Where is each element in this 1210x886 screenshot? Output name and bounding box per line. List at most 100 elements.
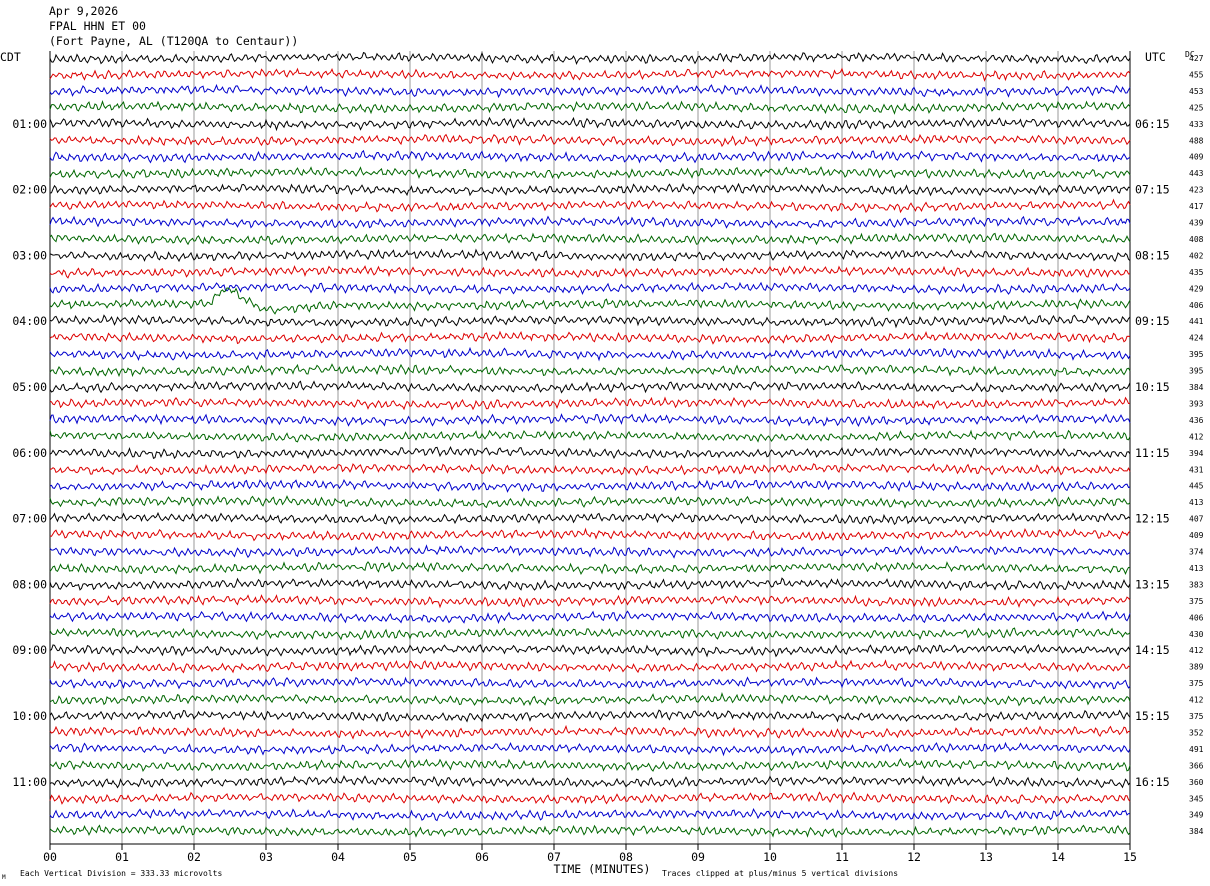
dc-offset-label: 408 — [1189, 235, 1204, 244]
x-tick-label: 15 — [1123, 850, 1137, 864]
dc-offset-label: 433 — [1189, 120, 1204, 129]
dc-offset-label: 431 — [1189, 465, 1204, 474]
right-hour-label: 14:15 — [1135, 643, 1170, 657]
dc-offset-label: 375 — [1189, 597, 1204, 606]
dc-offset-label: 395 — [1189, 367, 1204, 376]
trace-line — [49, 330, 1131, 345]
trace-line — [49, 182, 1131, 197]
dc-offset-label: 345 — [1189, 794, 1204, 803]
trace-line — [49, 396, 1131, 411]
dc-offset-label: 407 — [1189, 515, 1204, 524]
dc-offset-label: 425 — [1189, 103, 1204, 112]
clip-note: Traces clipped at plus/minus 5 vertical … — [662, 869, 898, 878]
trace-line — [49, 676, 1131, 690]
dc-offset-label: 409 — [1189, 153, 1204, 162]
trace-line — [49, 741, 1131, 757]
trace-line — [49, 314, 1131, 329]
x-tick-label: 00 — [43, 850, 57, 864]
right-hour-label: 07:15 — [1135, 183, 1170, 197]
trace-line — [49, 198, 1131, 214]
trace-line — [49, 775, 1131, 789]
left-timezone-label: CDT — [0, 50, 21, 64]
dc-offset-label: 413 — [1189, 564, 1204, 573]
trace-line — [49, 709, 1131, 723]
right-hour-label: 12:15 — [1135, 512, 1170, 526]
dc-offset-label: 453 — [1189, 87, 1204, 96]
left-hour-label: 04:00 — [12, 314, 47, 328]
right-hour-label: 11:15 — [1135, 446, 1170, 460]
trace-line — [49, 116, 1131, 132]
dc-offset-label: 406 — [1189, 613, 1204, 622]
x-tick-label: 09 — [691, 850, 705, 864]
trace-line — [49, 561, 1131, 576]
dc-offset-label: 413 — [1189, 498, 1204, 507]
right-hour-label: 13:15 — [1135, 577, 1170, 591]
trace-line — [49, 527, 1131, 542]
dc-offset-label: 424 — [1189, 334, 1204, 343]
x-tick-label: 01 — [115, 850, 129, 864]
dc-offset-label: 412 — [1189, 432, 1204, 441]
right-hour-label: 15:15 — [1135, 709, 1170, 723]
dc-offset-label: 375 — [1189, 712, 1204, 721]
corner-mark: M — [2, 874, 6, 881]
dc-offset-label: 393 — [1189, 399, 1204, 408]
right-hour-label: 10:15 — [1135, 380, 1170, 394]
trace-line — [49, 478, 1131, 493]
trace-line — [49, 149, 1131, 164]
trace-line — [49, 429, 1131, 443]
dc-offset-label: 384 — [1189, 827, 1204, 836]
left-hour-label: 07:00 — [12, 512, 47, 526]
dc-offset-label: 352 — [1189, 728, 1204, 737]
dc-offset-label: 384 — [1189, 383, 1204, 392]
x-tick-label: 11 — [835, 850, 849, 864]
dc-offset-label: 435 — [1189, 268, 1204, 277]
trace-line — [49, 724, 1131, 740]
right-hour-label: 09:15 — [1135, 314, 1170, 328]
dc-offset-label: 383 — [1189, 580, 1204, 589]
dc-offset-label: 430 — [1189, 630, 1204, 639]
trace-line — [49, 807, 1130, 822]
trace-line — [49, 610, 1131, 625]
x-tick-label: 10 — [763, 850, 777, 864]
right-hour-label: 08:15 — [1135, 248, 1170, 262]
left-hour-label: 05:00 — [12, 380, 47, 394]
trace-line — [49, 544, 1131, 559]
trace-line — [49, 577, 1131, 592]
x-tick-label: 04 — [331, 850, 345, 864]
trace-line — [49, 265, 1131, 279]
x-tick-label: 02 — [187, 850, 201, 864]
trace-line — [49, 791, 1131, 805]
trace-line — [49, 627, 1131, 641]
header-date: Apr 9,2026 — [49, 4, 119, 18]
trace-line — [49, 463, 1131, 476]
trace-line — [49, 133, 1131, 148]
trace-line — [49, 281, 1131, 296]
trace-line — [49, 594, 1131, 609]
dc-offset-label: 374 — [1189, 548, 1204, 557]
trace-line — [49, 346, 1131, 362]
dc-offset-label: 395 — [1189, 350, 1204, 359]
left-hour-label: 03:00 — [12, 248, 47, 262]
trace-line — [49, 659, 1131, 674]
left-hour-label: 09:00 — [12, 643, 47, 657]
trace-line — [49, 824, 1131, 839]
trace-line — [49, 287, 1131, 315]
left-hour-label: 08:00 — [12, 577, 47, 591]
trace-line — [49, 248, 1131, 263]
trace-line — [49, 232, 1131, 246]
x-axis-title: TIME (MINUTES) — [554, 862, 651, 876]
trace-line — [49, 51, 1131, 66]
x-tick-label: 05 — [403, 850, 417, 864]
dc-offset-label: 455 — [1189, 70, 1204, 79]
trace-line — [49, 511, 1131, 526]
dc-column-label: DC — [1185, 50, 1195, 59]
trace-line — [49, 215, 1131, 229]
trace-line — [49, 758, 1131, 773]
trace-line — [49, 67, 1131, 82]
dc-offset-label: 429 — [1189, 284, 1204, 293]
scale-note: Each Vertical Division = 333.33 microvol… — [20, 869, 222, 878]
trace-line — [49, 166, 1131, 180]
left-hour-label: 06:00 — [12, 446, 47, 460]
dc-offset-label: 375 — [1189, 679, 1204, 688]
trace-line — [49, 446, 1131, 460]
